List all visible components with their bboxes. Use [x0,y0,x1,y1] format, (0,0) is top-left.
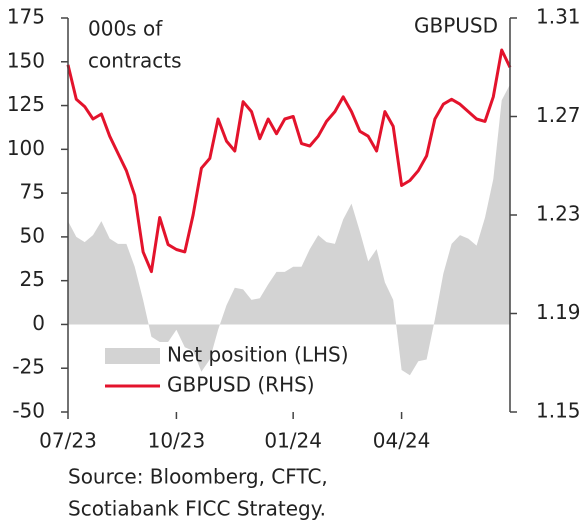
y-tick-label: 25 [20,267,45,291]
y-tick-label: 175 [7,5,45,29]
y2-tick-label: 1.15 [536,399,581,423]
y-axis-label: contracts [88,49,182,73]
y-tick-label: 150 [7,48,45,72]
x-tick-label: 10/23 [148,429,206,453]
y2-tick-label: 1.27 [536,103,581,127]
legend-label: Net position (LHS) [167,343,349,367]
y-tick-label: 100 [7,136,45,160]
source: Scotiabank FICC Strategy. [68,497,326,521]
y2-tick-label: 1.19 [536,300,581,324]
y-tick-label: 75 [20,180,45,204]
legend-swatch [105,348,160,364]
x-tick-label: 01/24 [264,429,322,453]
line [66,48,512,274]
y2-axis-label: GBPUSD [414,14,498,38]
y-tick-label: 125 [7,92,45,116]
y-tick-label: -50 [12,399,45,423]
y-tick-label: -25 [12,355,45,379]
x-tick-label: 04/24 [373,429,431,453]
source: Source: Bloomberg, CFTC, [68,465,328,489]
x-tick-label: 07/23 [39,429,97,453]
area [68,84,510,376]
legend-label: GBPUSD (RHS) [167,373,315,397]
y2-tick-label: 1.23 [536,202,581,226]
y-axis-label: 000s of [88,17,163,41]
y-tick-label: 50 [20,223,45,247]
y-tick-label: 0 [32,311,45,335]
y2-tick-label: 1.31 [536,5,581,29]
